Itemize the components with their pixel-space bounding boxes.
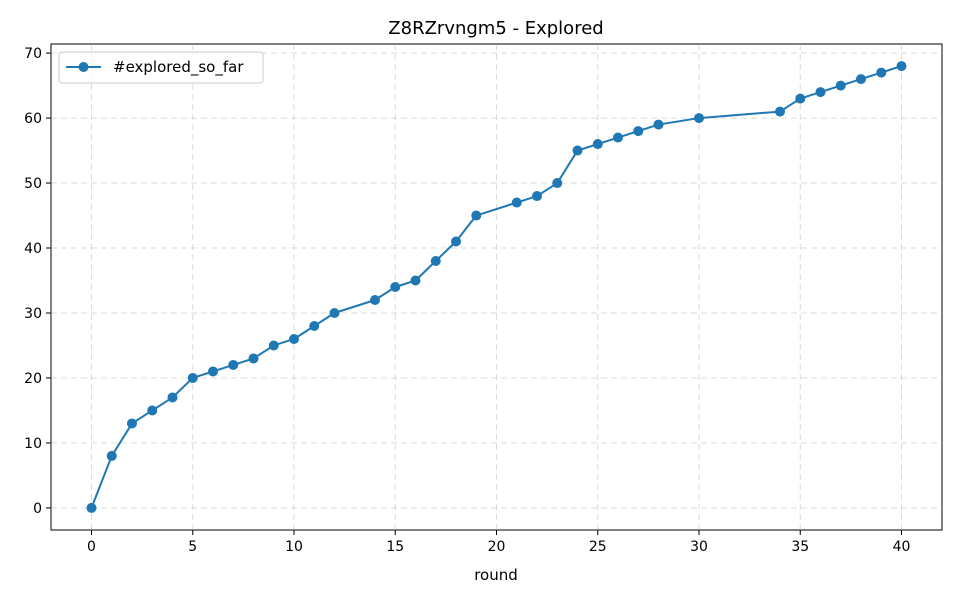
y-axis-ticks: 0 10 20 30 40 50 60 70 [24, 46, 51, 517]
data-point [106, 450, 117, 461]
y-tick-label: 70 [24, 46, 42, 62]
legend: #explored_so_far [58, 51, 264, 84]
data-point [329, 307, 340, 318]
x-tick-label: 20 [488, 539, 506, 555]
data-point [309, 320, 320, 331]
y-tick-label: 60 [24, 111, 42, 127]
data-point [147, 405, 158, 416]
data-point [511, 197, 522, 208]
data-point [856, 74, 866, 85]
data-point [390, 282, 401, 292]
y-tick-label: 20 [24, 371, 42, 387]
x-tick-label: 35 [791, 539, 809, 555]
data-point [572, 145, 583, 156]
data-point [208, 366, 218, 377]
grid-lines [51, 44, 942, 530]
data-point [471, 210, 482, 221]
data-point [451, 236, 461, 247]
data-point [795, 93, 806, 104]
data-point [532, 191, 542, 202]
x-tick-label: 30 [690, 539, 708, 555]
x-tick-label: 15 [386, 539, 404, 555]
legend-marker-swatch [78, 62, 89, 72]
data-point [187, 372, 198, 383]
data-point [289, 333, 299, 344]
x-tick-label: 25 [589, 539, 607, 555]
y-tick-label: 10 [24, 436, 42, 452]
data-point [835, 80, 846, 91]
data-point [592, 139, 603, 150]
y-tick-label: 50 [24, 176, 42, 192]
data-point [653, 119, 664, 130]
data-point [775, 106, 785, 117]
data-point [613, 132, 623, 143]
x-tick-label: 40 [893, 539, 911, 555]
y-tick-label: 0 [33, 501, 42, 517]
x-tick-label: 5 [188, 539, 197, 555]
data-point [896, 61, 907, 72]
data-point [876, 67, 887, 78]
data-point [127, 418, 137, 429]
x-tick-label: 0 [87, 539, 96, 555]
x-axis-ticks: 0 5 10 15 20 25 30 35 40 [87, 530, 910, 555]
data-point [86, 502, 97, 513]
data-point [430, 256, 441, 267]
legend-box [58, 51, 264, 84]
data-point [815, 87, 826, 98]
data-point [633, 126, 644, 137]
data-point [694, 113, 704, 124]
data-point [410, 275, 421, 286]
chart-title: Z8RZrvngm5 - Explored [388, 18, 603, 39]
y-tick-label: 40 [24, 241, 42, 257]
data-point [268, 340, 279, 351]
data-point [370, 294, 380, 305]
data-point [552, 178, 563, 189]
x-tick-label: 10 [285, 539, 303, 555]
y-tick-label: 30 [24, 306, 42, 322]
data-point [248, 353, 259, 364]
data-point [228, 359, 239, 370]
x-axis-label: round [474, 566, 518, 584]
data-point [167, 392, 178, 403]
series-layer [86, 61, 907, 513]
legend-label: #explored_so_far [113, 58, 244, 77]
